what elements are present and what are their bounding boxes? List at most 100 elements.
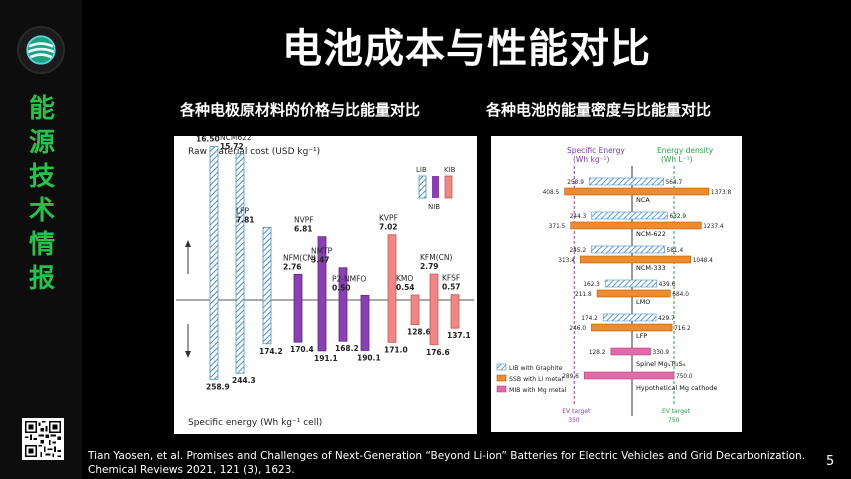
energy-label: 128.6 [407, 328, 431, 337]
ev-target-left-value: 350 [568, 417, 580, 424]
bar-nfm-cn- [293, 273, 303, 343]
energy-label: 170.4 [290, 345, 314, 354]
chart-title: Raw material cost (USD kg⁻¹) [188, 147, 320, 157]
legend-swatch [496, 363, 507, 371]
density-label: 1237.4 [703, 224, 724, 230]
cost-label: 0.54 [396, 283, 415, 292]
bar-p2-nmfo [360, 294, 370, 351]
legend-kib-swatch [444, 175, 453, 199]
logo [17, 26, 65, 74]
bar-kfsf [450, 294, 460, 329]
energy-label: 190.1 [357, 353, 381, 362]
material-label: NFM(CN) [283, 253, 316, 262]
specific-label: 128.2 [589, 350, 606, 356]
legend-kib-label: KIB [444, 166, 456, 174]
right-axis-unit: (Wh L⁻¹) [661, 155, 693, 164]
legend-label: MIB with Mg metal [509, 387, 567, 394]
specific-label: 313.4 [558, 258, 575, 264]
cost-energy-chart-svg: Raw material cost (USD kg⁻¹) Specific ene… [176, 126, 474, 428]
cost-label: 15.72 [220, 142, 244, 151]
cost-label: 0.57 [442, 283, 461, 292]
bar-lib [591, 245, 665, 254]
left-axis-label: Specific Energy [567, 146, 625, 155]
material-label: NCM622 [220, 136, 252, 142]
density-label: 684.0 [672, 292, 689, 298]
density-label: 564.7 [666, 180, 683, 186]
energy-label: 258.9 [206, 382, 230, 391]
energy-label: 171.0 [384, 345, 408, 354]
page-number: 5 [826, 454, 835, 469]
specific-label: 371.5 [549, 224, 566, 230]
cost-label: 7.02 [379, 223, 398, 232]
material-label: KFM(CN) [420, 253, 452, 262]
bar-lib [591, 211, 668, 220]
density-label: 429.7 [658, 316, 675, 322]
category-label: LMO [636, 298, 650, 306]
material-label: NMTP [311, 247, 333, 256]
left-axis-unit: (Wh kg⁻¹) [573, 155, 610, 164]
specific-label: 258.9 [567, 180, 584, 186]
bar-lib [604, 279, 657, 288]
category-label: NCM-622 [636, 230, 666, 238]
cost-label: 3.47 [311, 256, 330, 265]
legend-nib-label: NIB [428, 203, 440, 211]
sidebar-title-char: 术 [28, 196, 55, 226]
bar-ssb [564, 187, 710, 196]
arrow-up-icon [185, 240, 191, 247]
specific-label: 211.8 [575, 292, 592, 298]
category-label: Hypothetical Mg cathode [636, 384, 717, 392]
category-label: LFP [636, 332, 647, 340]
legend-label: SSB with Li metal [509, 376, 563, 383]
energy-label: 244.3 [232, 376, 256, 385]
citation-line: Tian Yaosen, et al. Promises and Challen… [88, 450, 806, 462]
category-label: NCM-333 [636, 264, 666, 272]
sidebar-title-char: 能 [28, 94, 55, 124]
bar-kfm-cn- [429, 273, 439, 346]
legend-lib-label: LIB [416, 166, 427, 174]
slide-title: 电池成本与性能对比 [282, 26, 651, 72]
bar-lib [602, 313, 657, 322]
energy-label: 137.1 [447, 331, 471, 340]
material-label: KVPF [379, 214, 398, 223]
qr-code [22, 418, 64, 460]
cost-label: 2.76 [283, 262, 302, 271]
bar-kvpf [387, 234, 397, 343]
cost-label: 0.50 [332, 283, 351, 292]
bar-lfp [262, 226, 272, 345]
bar-ssb [570, 221, 702, 230]
energy-density-chart-svg: Specific Energy(Wh kg⁻¹) Energy density(W… [496, 146, 732, 424]
bar-kmo [410, 294, 420, 326]
energy-density-chart: Specific Energy (Wh kg⁻¹) Energy density (W… [491, 136, 742, 432]
density-label: 439.6 [659, 282, 676, 288]
density-label: 1048.4 [693, 258, 714, 264]
bar-ncm622 [235, 153, 245, 374]
specific-label: 244.3 [570, 214, 587, 220]
legend-swatch [496, 385, 507, 393]
material-label: KFSF [442, 274, 460, 283]
specific-label: 408.5 [543, 190, 560, 196]
material-label: NVPF [294, 216, 314, 225]
material-label: KMO [396, 274, 413, 283]
right-panel-title: 各种电池的能量密度与比能量对比 [486, 101, 712, 119]
x-axis-label: Specific energy (Wh kg⁻¹ cell) [188, 418, 322, 428]
arrow-down-icon [185, 351, 191, 358]
legend-nib-swatch [432, 176, 439, 198]
cost-label: 16.50 [196, 136, 220, 144]
cost-label: 7.81 [236, 215, 255, 224]
sidebar-title-char: 报 [28, 264, 55, 294]
energy-label: 191.1 [314, 354, 338, 363]
bar-nmtp [338, 267, 348, 342]
bar-mib [583, 371, 675, 380]
sidebar-title-char: 源 [28, 128, 55, 158]
density-label: 330.9 [653, 350, 670, 356]
energy-label: 174.2 [259, 347, 283, 356]
sidebar-title-char: 情 [28, 230, 55, 260]
bar-nvpf [317, 236, 327, 352]
specific-label: 245.2 [570, 248, 587, 254]
bar-ssb [591, 323, 673, 332]
ev-target-right-value: 750 [668, 417, 680, 424]
citation: Tian Yaosen, et al. Promises and Challen… [88, 449, 808, 477]
sidebar-title-char: 技 [28, 162, 55, 192]
left-panel-title: 各种电极原材料的价格与比能量对比 [180, 101, 421, 119]
energy-label: 168.2 [335, 344, 359, 353]
